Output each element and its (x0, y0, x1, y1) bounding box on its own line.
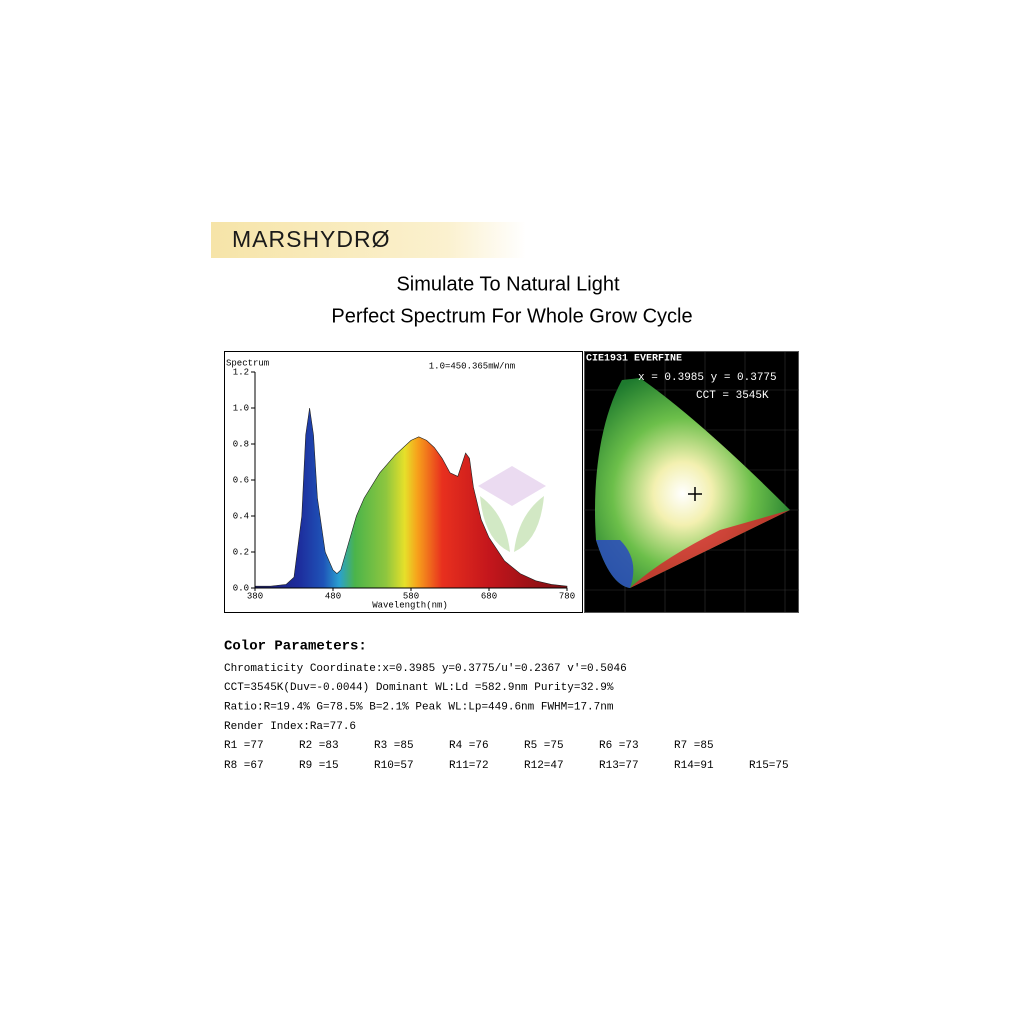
cie-blue-region (596, 540, 634, 588)
logo-band (211, 222, 526, 258)
render-index: R10=57 (374, 760, 414, 772)
render-index: R13=77 (599, 760, 639, 772)
render-index: R2 =83 (299, 740, 339, 752)
y-tick-label: 0.8 (233, 439, 249, 449)
headline: Simulate To Natural Light (396, 273, 620, 295)
y-tick-label: 1.0 (233, 403, 249, 413)
param-line: Render Index:Ra=77.6 (224, 721, 356, 733)
x-axis-title: Wavelength(nm) (372, 600, 448, 610)
y-tick-label: 0.6 (233, 475, 249, 485)
render-index: R12=47 (524, 760, 564, 772)
render-index: R15=75 (749, 760, 789, 772)
y-axis-title: Spectrum (226, 358, 269, 368)
render-index: R6 =73 (599, 740, 639, 752)
render-index: R1 =77 (224, 740, 264, 752)
param-line: Ratio:R=19.4% G=78.5% B=2.1% Peak WL:Lp=… (224, 702, 614, 714)
render-index: R5 =75 (524, 740, 564, 752)
render-index: R11=72 (449, 760, 489, 772)
cie-horseshoe (595, 378, 790, 588)
x-tick-label: 680 (481, 591, 497, 601)
cie-marker (688, 487, 702, 501)
x-tick-label: 580 (403, 591, 419, 601)
x-tick-label: 480 (325, 591, 341, 601)
cie-coords: x = 0.3985 y = 0.3775 (638, 372, 777, 384)
render-index: R8 =67 (224, 760, 264, 772)
y-tick-label: 0.4 (233, 511, 249, 521)
x-tick-label: 780 (559, 591, 575, 601)
render-index: R9 =15 (299, 760, 339, 772)
spectrum-area (254, 407, 568, 589)
params: Chromaticity Coordinate:x=0.3985 y=0.377… (224, 663, 789, 772)
render-index: R3 =85 (374, 740, 414, 752)
cie-red-region (630, 510, 790, 588)
y-tick-label: 1.2 (233, 367, 249, 377)
param-line: Chromaticity Coordinate:x=0.3985 y=0.377… (224, 663, 627, 675)
params-heading: Color Parameters: (224, 639, 367, 655)
cie-title: CIE1931 EVERFINE (586, 354, 682, 365)
watermark (478, 466, 546, 552)
render-index: R4 =76 (449, 740, 489, 752)
y-tick-label: 0.2 (233, 547, 249, 557)
render-index: R7 =85 (674, 740, 714, 752)
spectrum-chart: 0.0 0.2 0.4 0.6 0.8 1.0 1.2 380 480 580 680 780 Spec… (226, 358, 575, 610)
brand-logo: MARSHYDRØ (232, 226, 391, 252)
annotation: 1.0=450.365mW/nm (429, 361, 515, 371)
cie-cct: CCT = 3545K (696, 390, 769, 402)
headline: Perfect Spectrum For Whole Grow Cycle (331, 305, 692, 327)
param-line: CCT=3545K(Duv=-0.0044) Dominant WL:Ld =5… (224, 682, 614, 694)
render-index: R14=91 (674, 760, 714, 772)
y-tick-label: 0.0 (233, 583, 249, 593)
x-tick-label: 380 (247, 591, 263, 601)
